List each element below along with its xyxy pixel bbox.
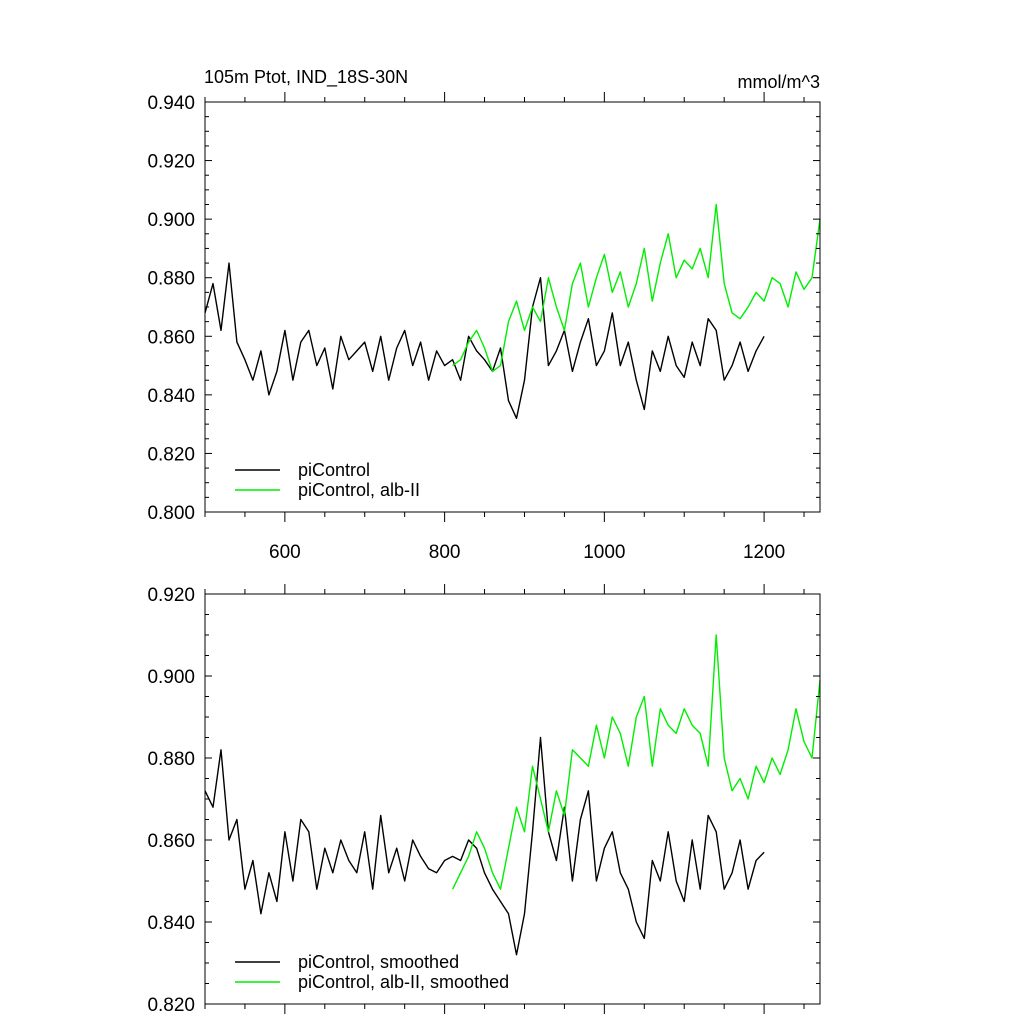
legend-label-picontrol: piControl [298, 460, 370, 480]
top-legend: piControl piControl, alb-II [235, 460, 420, 500]
y-tick-label: 0.940 [147, 93, 195, 114]
y-tick-label: 0.820 [147, 995, 195, 1016]
x-tick-label: 1200 [743, 542, 785, 563]
bottom-plot-frame [204, 593, 821, 1005]
bottom-legend: piControl, smoothed piControl, alb-II, s… [235, 952, 509, 992]
y-tick-label: 0.800 [147, 503, 195, 524]
series-line-1-1 [451, 634, 821, 890]
y-tick-label: 0.920 [147, 152, 195, 173]
y-tick-label: 0.860 [147, 327, 195, 348]
top-plot-frame [204, 101, 821, 513]
y-tick-label: 0.840 [147, 913, 195, 934]
top-ticks-layer: 0.800 0.820 0.840 0.860 0.880 0.900 0.920 0.940… [147, 92, 820, 563]
legend-label-picontrol-smoothed: piControl, smoothed [298, 952, 459, 972]
legend-label-alb-ii: piControl, alb-II [298, 480, 420, 500]
top-series-layer [204, 203, 821, 419]
y-tick-label: 0.920 [147, 585, 195, 606]
bottom-panel: 0.820 0.840 0.860 0.880 0.900 0.920 piControl… [147, 584, 821, 1016]
series-line-0-1 [452, 203, 821, 373]
series-line-1-0 [204, 736, 765, 956]
legend-label-alb-ii-smoothed: piControl, alb-II, smoothed [298, 972, 509, 992]
y-tick-label: 0.900 [147, 667, 195, 688]
y-tick-label: 0.880 [147, 749, 195, 770]
series-line-0-0 [204, 262, 765, 419]
y-tick-label: 0.820 [147, 444, 195, 465]
bottom-series-layer [204, 634, 821, 956]
x-tick-label: 600 [269, 542, 301, 563]
y-tick-label: 0.840 [147, 386, 195, 407]
x-tick-label: 1000 [583, 542, 625, 563]
bottom-ticks-layer: 0.820 0.840 0.860 0.880 0.900 0.920 [147, 584, 820, 1016]
y-tick-label: 0.900 [147, 210, 195, 231]
top-panel-title: 105m Ptot, IND_18S-30N [204, 67, 408, 88]
top-panel-units: mmol/m^3 [738, 72, 820, 92]
y-tick-label: 0.880 [147, 269, 195, 290]
x-tick-label: 800 [429, 542, 461, 563]
y-tick-label: 0.860 [147, 831, 195, 852]
top-panel: 105m Ptot, IND_18S-30N mmol/m^3 0.8000.8… [147, 67, 821, 563]
